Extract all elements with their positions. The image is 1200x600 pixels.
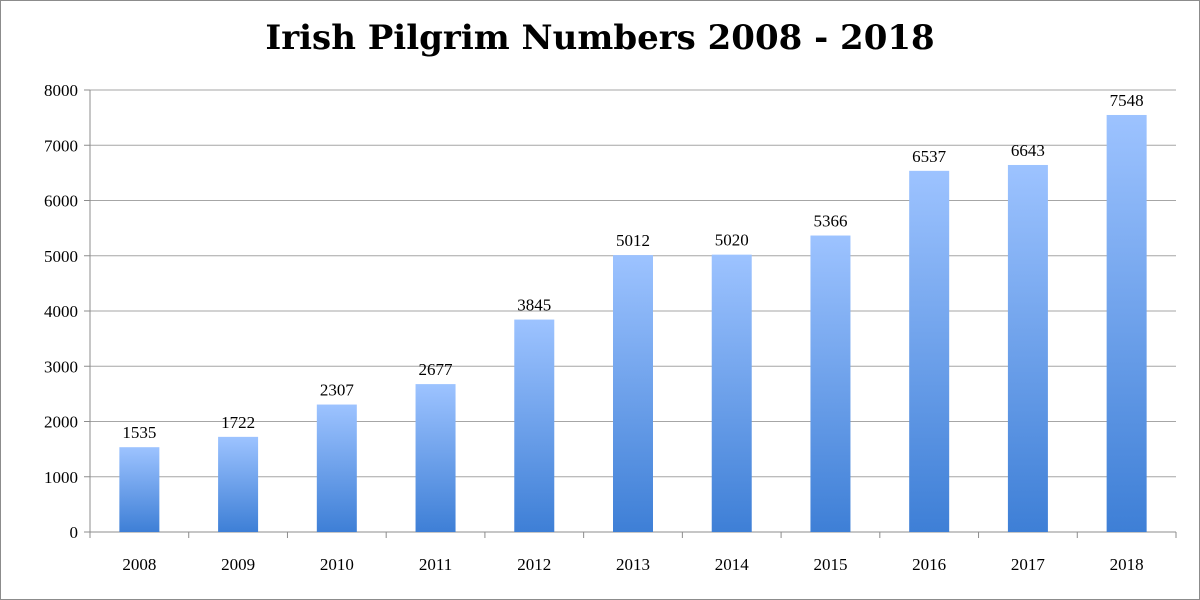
- y-tick-label: 3000: [44, 357, 78, 376]
- data-label-2016: 6537: [912, 147, 947, 166]
- bar-2014: [711, 254, 752, 532]
- bar-2010: [316, 404, 357, 532]
- x-tick-label-2011: 2011: [419, 555, 452, 574]
- bar-2009: [218, 436, 259, 532]
- chart-title: Irish Pilgrim Numbers 2008 - 2018: [265, 18, 935, 58]
- y-tick-label: 5000: [44, 247, 78, 266]
- data-labels: 1535 1722 2307 2677 3845 5012 5020 5366 6537 6643…: [122, 91, 1143, 442]
- bar-2011: [415, 384, 456, 532]
- bar-2015: [810, 235, 851, 532]
- x-tick-label-2018: 2018: [1110, 555, 1144, 574]
- y-tick-label: 4000: [44, 302, 78, 321]
- y-axis-tick-labels: 0 1000 2000 3000 4000 5000 6000 7000 8000: [44, 81, 78, 542]
- x-tick-label-2012: 2012: [517, 555, 551, 574]
- data-label-2017: 6643: [1011, 141, 1045, 160]
- y-tick-label: 2000: [44, 413, 78, 432]
- data-label-2008: 1535: [122, 423, 156, 442]
- bar-2017: [1007, 164, 1048, 532]
- data-label-2015: 5366: [813, 212, 847, 231]
- data-label-2010: 2307: [320, 381, 355, 400]
- y-tick-label: 0: [70, 523, 79, 542]
- bar-2008: [119, 447, 160, 532]
- data-label-2011: 2677: [419, 360, 454, 379]
- y-tick-label: 1000: [44, 468, 78, 487]
- y-tick-label: 7000: [44, 136, 78, 155]
- bar-2016: [909, 170, 950, 532]
- x-tick-label-2010: 2010: [320, 555, 354, 574]
- data-label-2018: 7548: [1110, 91, 1144, 110]
- data-label-2014: 5020: [715, 231, 749, 250]
- x-tick-label-2013: 2013: [616, 555, 650, 574]
- data-label-2012: 3845: [517, 296, 551, 315]
- x-axis-tick-labels: 2008 2009 2010 2011 2012 2013 2014 2015 2016 2017…: [122, 555, 1143, 574]
- x-tick-label-2008: 2008: [122, 555, 156, 574]
- data-label-2013: 5012: [616, 231, 650, 250]
- x-tick-label-2015: 2015: [813, 555, 847, 574]
- x-tick-label-2014: 2014: [715, 555, 750, 574]
- bar-2018: [1106, 114, 1147, 533]
- bars: [119, 114, 1147, 533]
- y-tick-label: 8000: [44, 81, 78, 100]
- x-tick-label-2016: 2016: [912, 555, 946, 574]
- x-tick-label-2009: 2009: [221, 555, 255, 574]
- bar-2013: [613, 255, 653, 532]
- data-label-2009: 1722: [221, 413, 255, 432]
- x-tick-label-2017: 2017: [1011, 555, 1046, 574]
- bar-2012: [514, 319, 555, 532]
- y-tick-label: 6000: [44, 192, 78, 211]
